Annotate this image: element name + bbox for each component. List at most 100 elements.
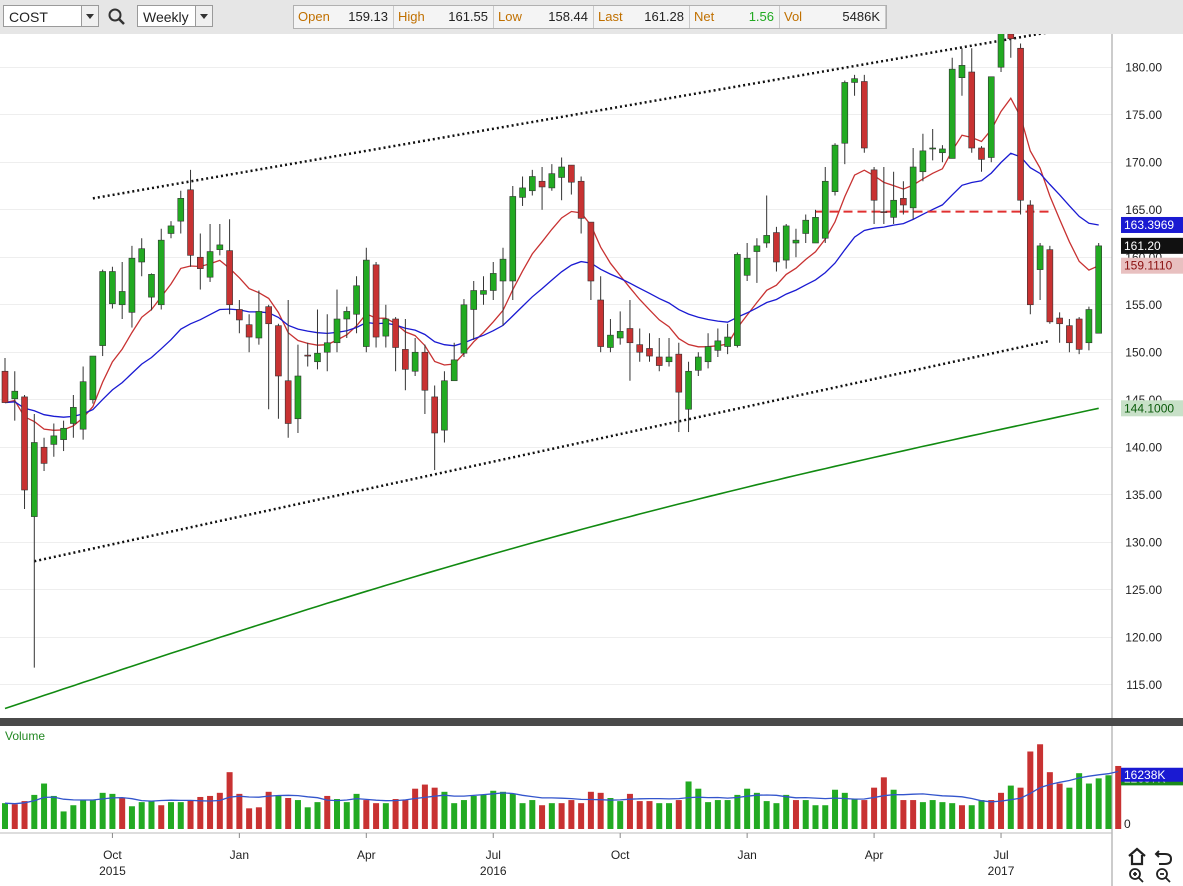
- candle-body: [958, 65, 966, 78]
- volume-bar: [128, 806, 135, 829]
- candle-body: [187, 189, 194, 256]
- candle-body: [402, 349, 409, 370]
- quote-value: 161.28: [644, 9, 684, 24]
- volume-bar: [187, 800, 194, 829]
- volume-bar: [539, 805, 546, 829]
- volume-bar: [1007, 785, 1014, 829]
- candle-body: [695, 356, 702, 371]
- candle-body: [226, 250, 233, 306]
- symbol-text: COST: [9, 9, 48, 25]
- volume-bar: [705, 802, 712, 829]
- price-tick-label: 165.00: [1125, 203, 1162, 217]
- volume-bar: [363, 800, 370, 829]
- volume-bar: [773, 803, 780, 829]
- volume-bar: [558, 803, 565, 829]
- volume-bar: [607, 798, 614, 829]
- candle-body: [773, 232, 780, 263]
- volume-bar: [646, 801, 653, 829]
- quote-vol: Vol 5486K: [780, 6, 886, 28]
- zoom-in-lens: [1129, 868, 1141, 880]
- candle-body: [714, 340, 722, 351]
- zoom-out-icon[interactable]: [1156, 868, 1171, 883]
- candle-body: [265, 306, 272, 325]
- volume-bar: [31, 794, 38, 829]
- quote-open: Open 159.13: [294, 6, 394, 28]
- candle-body: [1066, 325, 1073, 344]
- candle-body: [372, 264, 380, 338]
- candle-body: [831, 144, 839, 193]
- pane-separator: [0, 718, 1183, 726]
- candle-body: [636, 344, 644, 353]
- search-icon[interactable]: [106, 6, 128, 28]
- candle-body: [568, 164, 575, 183]
- candle-body: [948, 68, 956, 159]
- x-year-label: 2017: [988, 864, 1015, 878]
- volume-pane: [0, 726, 1112, 829]
- volume-bar: [832, 789, 839, 829]
- candle-body: [782, 225, 790, 261]
- symbol-dropdown-chevron-icon[interactable]: [81, 6, 98, 26]
- candle-body: [109, 271, 116, 305]
- undo-icon[interactable]: [1154, 850, 1173, 865]
- candle-body: [148, 274, 155, 298]
- candle-body: [157, 239, 165, 306]
- volume-bar: [1085, 783, 1092, 829]
- volume-bar: [783, 794, 790, 829]
- candle-body: [382, 318, 390, 337]
- volume-bar: [197, 796, 204, 829]
- candle-body: [314, 352, 321, 363]
- home-icon[interactable]: [1128, 847, 1146, 866]
- candle-body: [499, 258, 507, 282]
- blue-ma-marker-box: [1121, 216, 1183, 233]
- price-tick-label: 115.00: [1126, 678, 1162, 692]
- volume-bar: [314, 802, 321, 829]
- volume-bar: [1037, 744, 1044, 829]
- candle-body: [753, 245, 761, 252]
- volume-bar: [89, 800, 96, 829]
- zoom-out-lens: [1156, 868, 1168, 880]
- volume-bar: [119, 798, 126, 829]
- candle-body: [245, 324, 253, 338]
- chart-area[interactable]: 115.00120.00125.00130.00135.00140.00145.…: [0, 34, 1183, 886]
- candle-body: [685, 370, 692, 410]
- volume-bar: [890, 789, 897, 829]
- volume-bar: [724, 800, 731, 829]
- quote-value: 159.13: [348, 9, 388, 24]
- candle-body: [587, 221, 595, 282]
- candle-body: [197, 256, 204, 269]
- volume-bar: [792, 800, 799, 829]
- candle-body: [441, 380, 448, 431]
- volume-bar: [490, 790, 497, 829]
- volume-bar: [929, 800, 936, 829]
- candle-body: [421, 351, 429, 391]
- price-tick-label: 180.00: [1125, 60, 1162, 74]
- candle-body: [284, 380, 292, 424]
- volume-bar: [2, 803, 8, 829]
- volume-bar: [353, 793, 360, 829]
- zoom-in-icon[interactable]: [1129, 868, 1144, 883]
- quote-label: Open: [298, 9, 330, 24]
- candle-body: [343, 311, 351, 320]
- candle-body: [987, 76, 995, 158]
- interval-select[interactable]: Weekly: [137, 5, 213, 27]
- candle-body: [997, 34, 1005, 68]
- volume-bar: [421, 784, 428, 829]
- candle-body: [763, 235, 770, 244]
- candle-body: [851, 78, 858, 83]
- candle-body: [1007, 34, 1015, 40]
- candle-body: [470, 290, 478, 310]
- volume-bar: [656, 803, 663, 829]
- symbol-input[interactable]: COST: [3, 5, 99, 27]
- volume-bar: [714, 800, 721, 829]
- candle-body: [411, 351, 419, 372]
- candle-body: [821, 180, 829, 239]
- candle-body: [1095, 245, 1102, 334]
- quote-low: Low 158.44: [494, 6, 594, 28]
- volume-bar: [978, 800, 985, 829]
- quote-value: 5486K: [842, 9, 880, 24]
- volume-bar: [402, 800, 409, 829]
- volume-bar: [1115, 765, 1122, 829]
- interval-dropdown-chevron-icon[interactable]: [195, 6, 212, 26]
- quote-bar: Open 159.13 High 161.55 Low 158.44 Last 161.28 N…: [293, 5, 887, 29]
- quote-label: Last: [598, 9, 623, 24]
